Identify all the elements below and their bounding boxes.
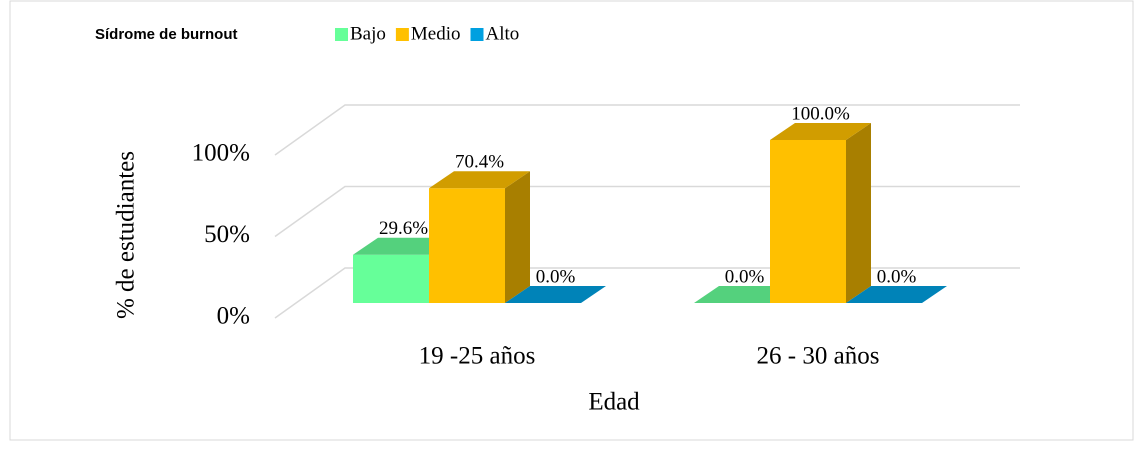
bar-top — [505, 286, 606, 303]
data-label: 29.6% — [379, 218, 428, 239]
legend-title: Sídrome de burnout — [95, 26, 238, 43]
bar-top — [846, 286, 947, 303]
bar — [846, 286, 947, 303]
bar-top — [429, 171, 530, 189]
bar-front — [353, 254, 429, 303]
y-axis-label: % de estudiantes — [113, 151, 140, 319]
data-label: 0.0% — [536, 266, 576, 287]
grid-line — [274, 104, 1020, 156]
bar — [429, 171, 530, 303]
bar — [770, 123, 871, 303]
legend-swatch — [395, 28, 409, 41]
data-label: 70.4% — [455, 152, 504, 173]
bar-top — [770, 123, 871, 140]
legend-swatch — [335, 28, 348, 41]
legend-label: Bajo — [350, 23, 386, 44]
y-tick-label: 50% — [204, 221, 250, 248]
bar-top — [694, 286, 795, 303]
bar — [694, 286, 795, 303]
bar-side — [846, 123, 871, 303]
chart-border — [9, 0, 1134, 441]
bar-front — [429, 188, 505, 303]
bar-side — [505, 171, 530, 303]
bar — [505, 286, 606, 303]
data-label: 0.0% — [877, 266, 917, 287]
x-axis-label: Edad — [588, 389, 640, 416]
bar-top — [353, 237, 454, 255]
y-tick-label: 100% — [192, 140, 250, 167]
data-label: 100.0% — [791, 103, 850, 124]
legend-swatch — [470, 28, 484, 41]
x-tick-label: 26 - 30 años — [757, 343, 880, 370]
data-label: 0.0% — [725, 266, 765, 287]
legend-label: Alto — [486, 23, 520, 44]
legend-label: Medio — [411, 23, 461, 44]
bar-front — [770, 140, 846, 303]
x-tick-label: 19 -25 años — [419, 343, 536, 370]
y-tick-label: 0% — [217, 303, 250, 330]
